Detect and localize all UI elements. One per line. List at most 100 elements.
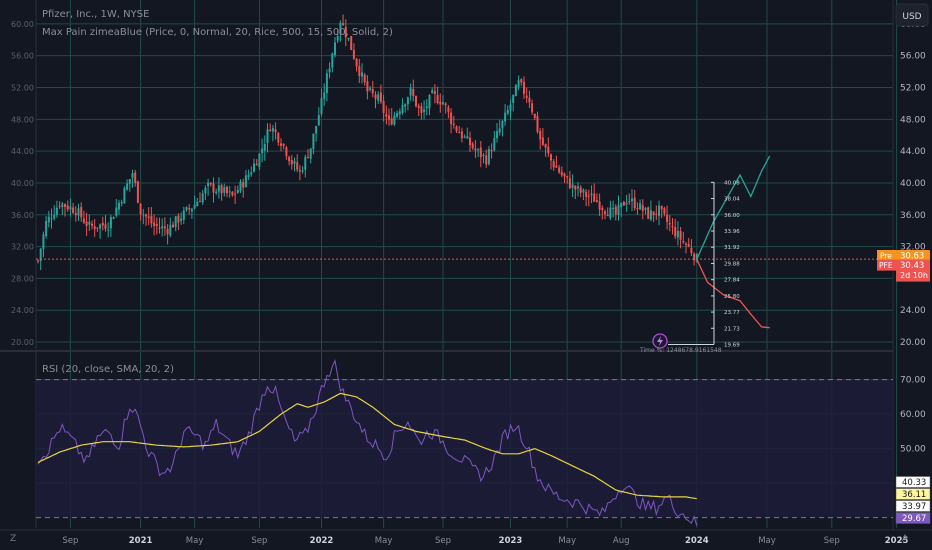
- candle: [61, 201, 64, 216]
- candle-body: [109, 217, 112, 229]
- candle-body: [339, 22, 342, 35]
- candle-body: [277, 133, 280, 143]
- candle: [420, 102, 423, 120]
- candle: [693, 252, 696, 266]
- candle: [563, 172, 566, 183]
- bottom-right-button[interactable]: A: [902, 534, 909, 544]
- ladder-label: 33.96: [724, 229, 740, 235]
- candle: [174, 215, 177, 232]
- candle-body: [412, 89, 415, 96]
- candle: [585, 189, 588, 206]
- candle-body: [371, 89, 374, 94]
- zoom-button-label[interactable]: Z: [10, 534, 16, 544]
- candle-body: [471, 143, 474, 149]
- candle: [504, 104, 507, 126]
- candle-body: [401, 105, 404, 113]
- currency-button-frame[interactable]: [895, 3, 929, 27]
- candle-body: [45, 220, 48, 237]
- candle: [404, 103, 407, 113]
- candle-body: [479, 147, 482, 158]
- candle: [382, 95, 385, 122]
- candle-body: [460, 131, 463, 139]
- candle-body: [320, 98, 323, 114]
- candle-body: [374, 94, 377, 99]
- candle-body: [658, 205, 660, 216]
- candle: [347, 37, 350, 42]
- candle: [239, 179, 242, 194]
- candle: [614, 204, 617, 221]
- candle-body: [377, 94, 380, 101]
- candle: [99, 223, 102, 239]
- candle-body: [652, 211, 655, 216]
- ladder-label: 29.88: [724, 261, 740, 267]
- auto-scale-button-label[interactable]: A: [902, 534, 909, 544]
- candle: [196, 197, 199, 207]
- candle-body: [72, 207, 75, 213]
- currency-button-label[interactable]: USD: [902, 12, 921, 22]
- lightning-icon[interactable]: [657, 336, 663, 346]
- price-tick-label-left: 44.00: [11, 147, 34, 156]
- time-axis[interactable]: Sep 2021 May Sep 2022 May Sep 2023 May Aug 2024 May…: [0, 529, 932, 550]
- candle: [107, 222, 110, 238]
- candle: [552, 159, 555, 171]
- candle: [512, 94, 515, 112]
- candle-body: [482, 154, 485, 156]
- candle-body: [145, 214, 147, 217]
- candle-body: [452, 123, 455, 126]
- candle: [336, 29, 339, 44]
- candle-body: [209, 182, 212, 185]
- candle: [134, 169, 137, 187]
- rsi-value-tag: 36.11: [902, 490, 926, 500]
- pfe-label-bg: [877, 259, 896, 271]
- candle-body: [350, 36, 353, 51]
- time-tick-label: 2021: [129, 536, 153, 546]
- rsi-series: [37, 359, 698, 526]
- candle-body: [363, 74, 366, 83]
- candle: [520, 78, 523, 86]
- candle: [236, 185, 239, 194]
- candle-body: [112, 217, 115, 219]
- candle-body: [398, 111, 401, 115]
- time-percent-note: Time %: 1248678.9161548: [639, 347, 722, 354]
- candle: [401, 98, 404, 115]
- candle: [433, 84, 436, 104]
- candle-body: [82, 218, 85, 223]
- candle-body: [639, 203, 642, 210]
- candle-body: [196, 201, 199, 207]
- candle: [490, 143, 493, 159]
- candle: [544, 143, 547, 157]
- candle: [172, 221, 174, 228]
- candle-body: [547, 146, 550, 154]
- candle-body: [312, 133, 315, 150]
- candle-body: [166, 228, 169, 235]
- candle-body: [568, 178, 571, 188]
- rsi-tick-label: 70.00: [900, 376, 926, 386]
- bottom-left-button[interactable]: Z: [10, 534, 16, 544]
- candle: [244, 169, 247, 188]
- candle: [317, 107, 320, 126]
- candle-body: [88, 221, 91, 225]
- price-tick-label-right: 44.00: [900, 147, 926, 157]
- candle: [501, 119, 504, 137]
- time-tick-label: Sep: [62, 536, 78, 546]
- candle: [590, 185, 593, 204]
- candle: [112, 216, 115, 220]
- candle-body: [444, 103, 447, 106]
- candle-body: [80, 206, 83, 218]
- candle-body: [463, 136, 466, 138]
- rsi-value-tag: 29.67: [902, 514, 926, 524]
- candle: [150, 207, 153, 228]
- candle-body: [531, 103, 534, 113]
- currency-button[interactable]: USD: [895, 3, 929, 27]
- max-pain-forecast: [36, 155, 893, 329]
- candle-body: [328, 68, 331, 73]
- ladder-label: 19.69: [724, 343, 740, 349]
- rsi-band-fill: [36, 379, 893, 518]
- lightning-marker[interactable]: [652, 333, 668, 349]
- candle: [290, 155, 293, 170]
- candle-body: [66, 205, 69, 210]
- candle-body: [517, 80, 520, 88]
- price-candles[interactable]: [37, 14, 698, 271]
